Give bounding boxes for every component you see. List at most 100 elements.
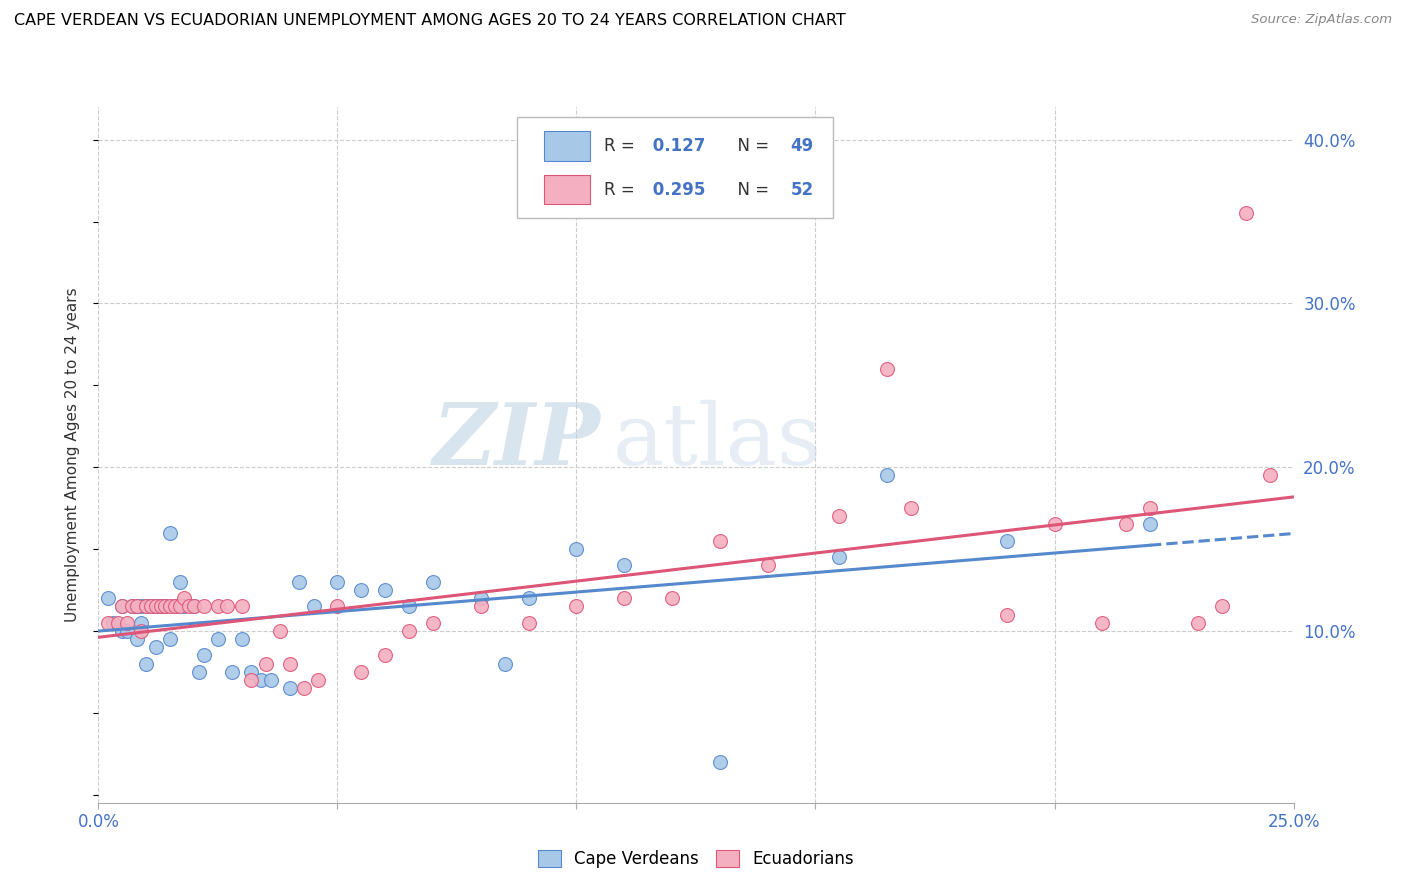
Point	[121, 599, 143, 614]
Point	[183, 599, 205, 614]
Point	[470, 599, 492, 614]
Y-axis label: Unemployment Among Ages 20 to 24 years: Unemployment Among Ages 20 to 24 years	[65, 287, 80, 623]
Point	[326, 574, 349, 589]
Point	[169, 574, 191, 589]
Point	[240, 665, 263, 679]
Point	[1091, 615, 1114, 630]
Point	[398, 624, 420, 638]
Point	[125, 599, 148, 614]
Point	[1258, 468, 1281, 483]
Point	[131, 615, 153, 630]
Point	[155, 599, 177, 614]
Point	[173, 591, 195, 606]
Text: 52: 52	[790, 181, 814, 199]
Point	[517, 591, 540, 606]
Text: atlas: atlas	[613, 400, 821, 483]
Point	[307, 673, 329, 687]
Point	[756, 558, 779, 573]
Text: CAPE VERDEAN VS ECUADORIAN UNEMPLOYMENT AMONG AGES 20 TO 24 YEARS CORRELATION CH: CAPE VERDEAN VS ECUADORIAN UNEMPLOYMENT …	[14, 13, 846, 29]
Point	[217, 599, 239, 614]
Text: R =: R =	[605, 181, 640, 199]
Point	[135, 599, 157, 614]
Point	[828, 550, 851, 565]
Text: R =: R =	[605, 137, 640, 155]
Text: Source: ZipAtlas.com: Source: ZipAtlas.com	[1251, 13, 1392, 27]
Point	[97, 591, 120, 606]
Point	[145, 599, 167, 614]
Point	[221, 665, 243, 679]
Point	[278, 681, 301, 696]
Point	[876, 468, 898, 483]
Point	[709, 755, 731, 769]
Point	[111, 599, 134, 614]
Point	[207, 632, 229, 646]
Point	[269, 624, 291, 638]
Point	[613, 591, 636, 606]
Point	[613, 558, 636, 573]
Point	[149, 599, 172, 614]
Point	[231, 632, 253, 646]
Point	[374, 582, 396, 597]
Point	[193, 599, 215, 614]
Point	[1115, 517, 1137, 532]
Point	[131, 624, 153, 638]
Point	[302, 599, 325, 614]
Point	[139, 599, 162, 614]
Point	[278, 657, 301, 671]
Point	[107, 615, 129, 630]
Point	[1139, 517, 1161, 532]
Point	[709, 533, 731, 548]
Point	[159, 525, 181, 540]
Point	[422, 574, 444, 589]
Point	[111, 624, 134, 638]
Point	[135, 599, 157, 614]
Point	[207, 599, 229, 614]
Point	[1234, 206, 1257, 220]
FancyBboxPatch shape	[517, 118, 834, 219]
Point	[115, 624, 138, 638]
Point	[193, 648, 215, 663]
Point	[173, 599, 195, 614]
Point	[995, 607, 1018, 622]
Point	[565, 599, 588, 614]
Point	[828, 509, 851, 524]
Point	[187, 665, 209, 679]
Point	[326, 599, 349, 614]
Point	[350, 582, 373, 597]
Point	[111, 599, 134, 614]
Point	[125, 632, 148, 646]
Point	[159, 632, 181, 646]
Point	[1211, 599, 1233, 614]
Point	[139, 599, 162, 614]
Point	[145, 599, 167, 614]
Point	[179, 599, 201, 614]
Point	[97, 615, 120, 630]
Point	[288, 574, 311, 589]
Text: N =: N =	[727, 181, 775, 199]
Point	[422, 615, 444, 630]
Point	[494, 657, 516, 671]
Text: 0.295: 0.295	[647, 181, 706, 199]
Point	[163, 599, 186, 614]
Point	[135, 657, 157, 671]
Point	[145, 640, 167, 655]
Text: ZIP: ZIP	[433, 400, 600, 483]
Point	[398, 599, 420, 614]
Bar	[544, 131, 589, 161]
Point	[240, 673, 263, 687]
Point	[125, 599, 148, 614]
Point	[661, 591, 683, 606]
Point	[183, 599, 205, 614]
Legend: Cape Verdeans, Ecuadorians: Cape Verdeans, Ecuadorians	[531, 843, 860, 874]
Point	[350, 665, 373, 679]
Point	[254, 657, 277, 671]
Point	[250, 673, 273, 687]
Point	[470, 591, 492, 606]
Point	[995, 533, 1018, 548]
Point	[517, 615, 540, 630]
Point	[1187, 615, 1209, 630]
Bar	[544, 175, 589, 204]
Text: N =: N =	[727, 137, 775, 155]
Point	[876, 362, 898, 376]
Point	[115, 615, 138, 630]
